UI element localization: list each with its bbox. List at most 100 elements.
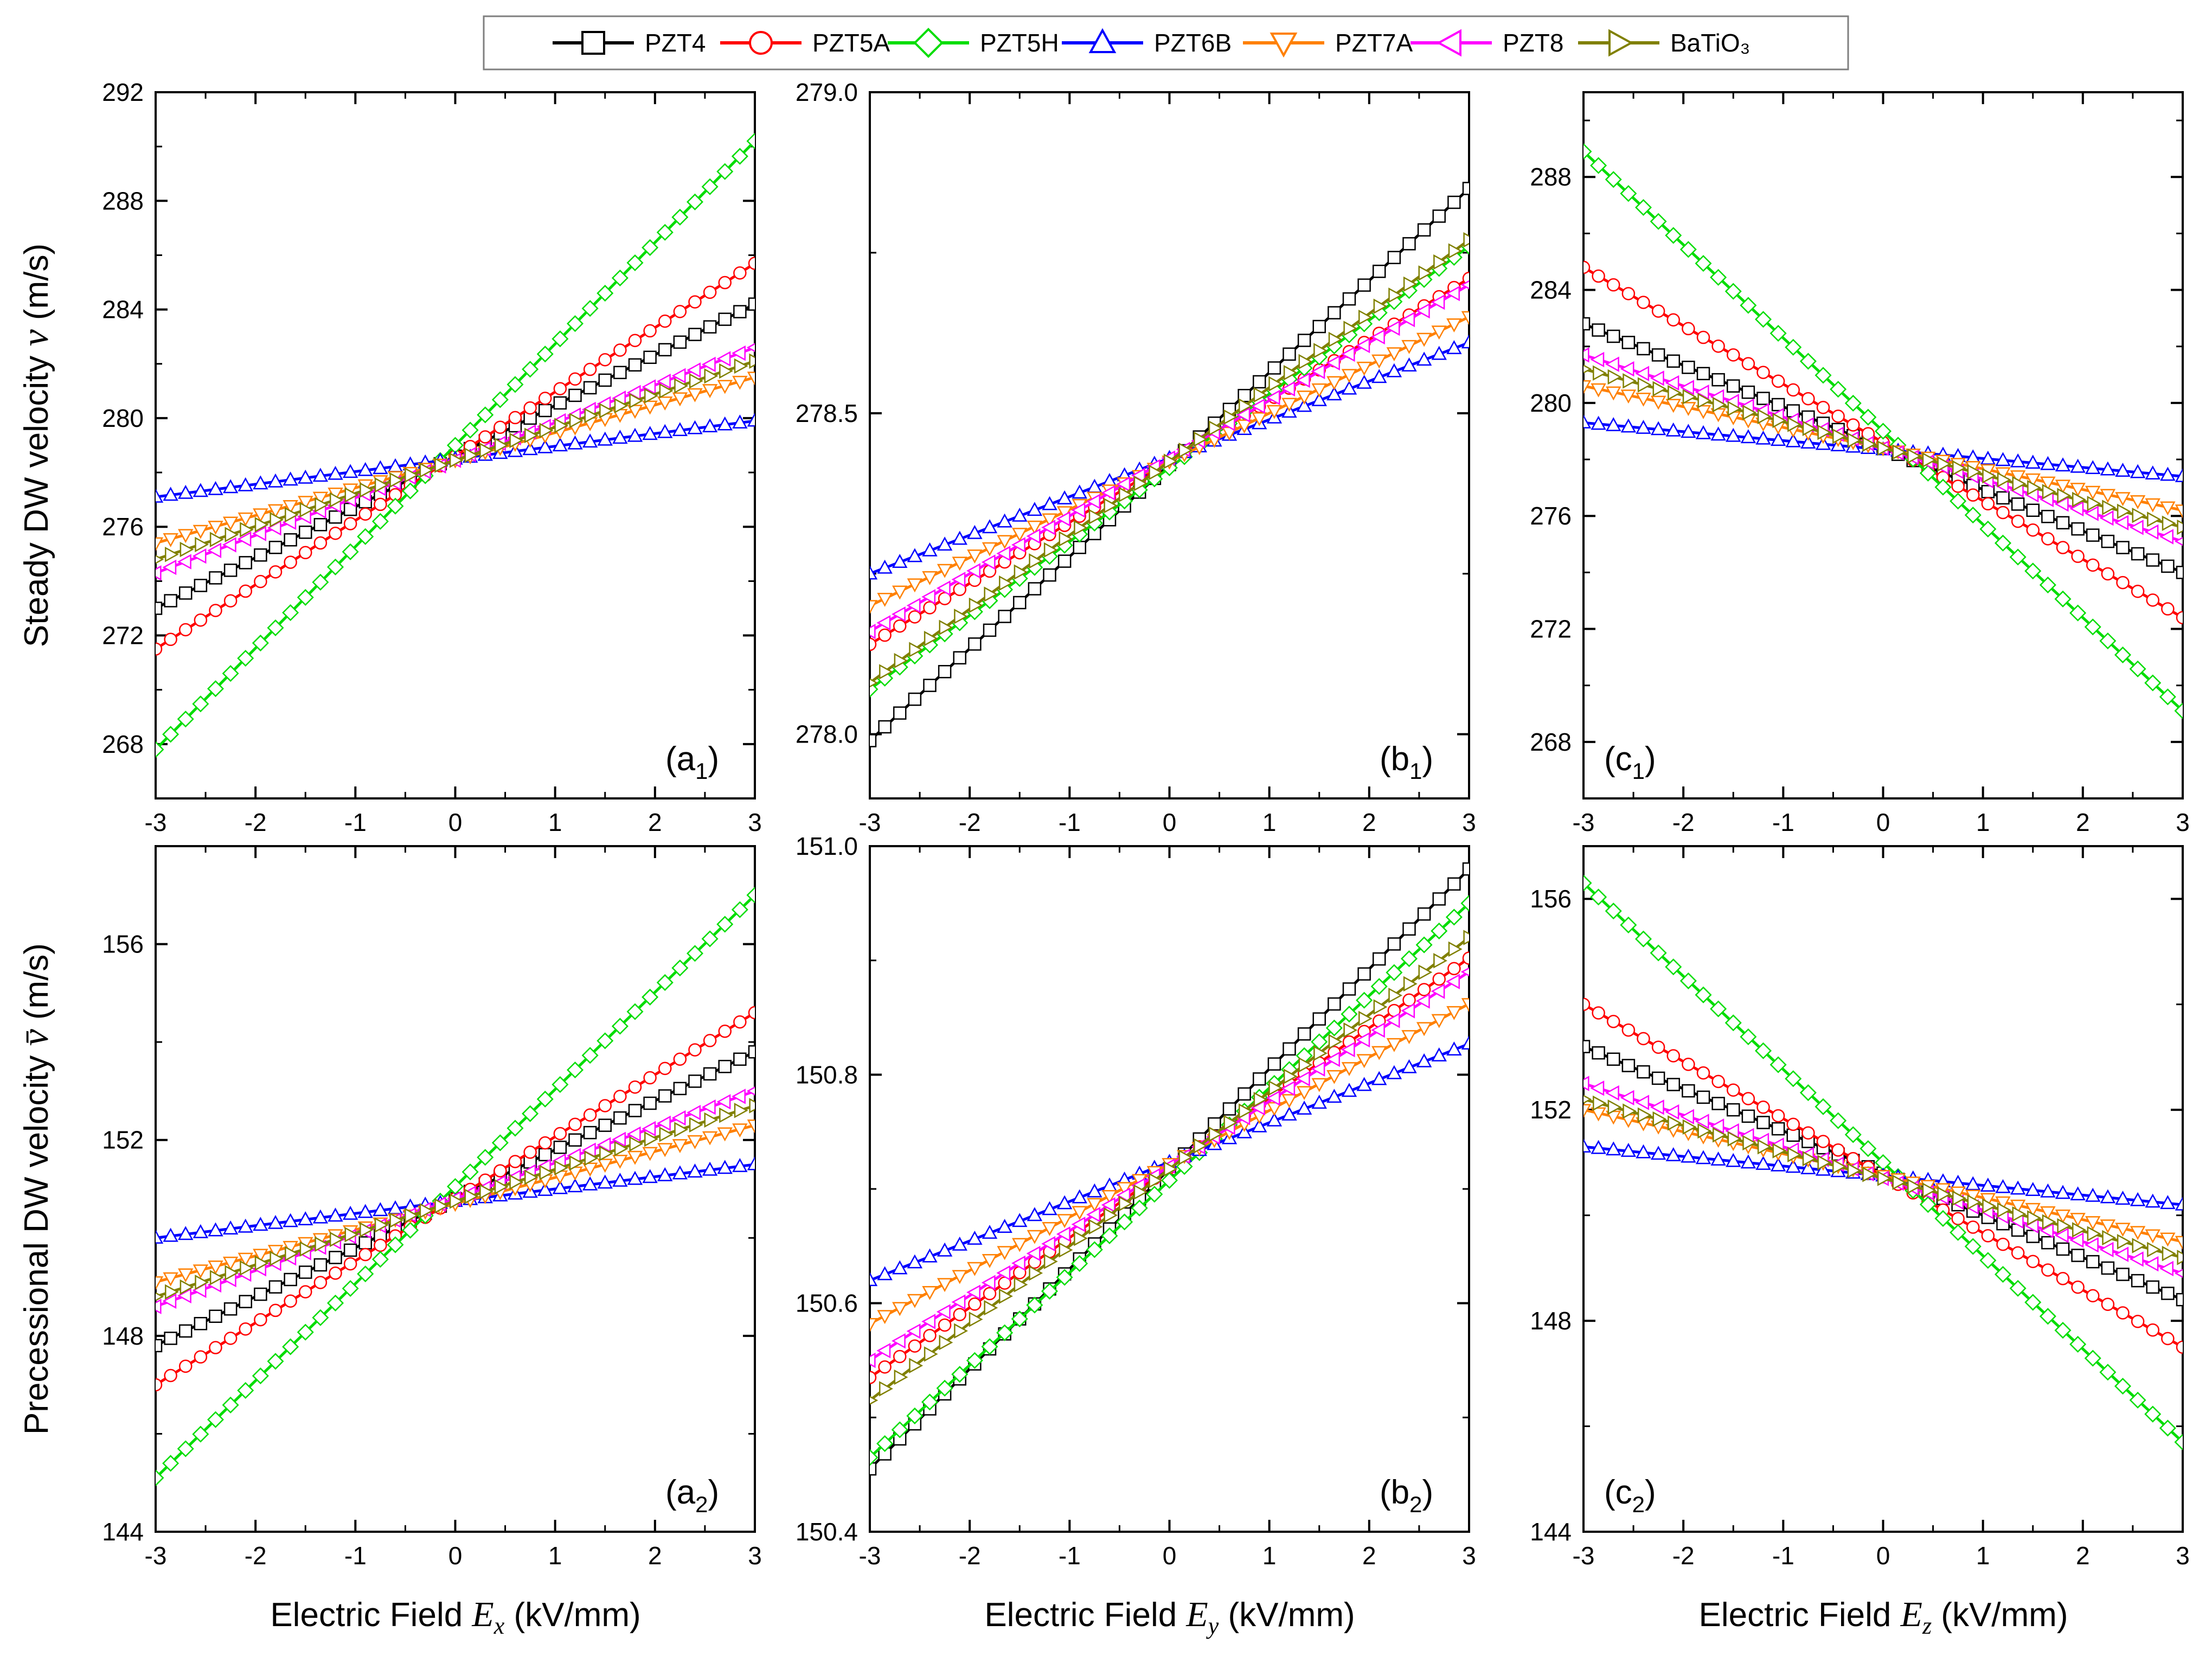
data-point bbox=[1652, 381, 1667, 397]
data-point bbox=[598, 1099, 612, 1112]
data-point bbox=[2072, 1222, 2086, 1238]
data-point bbox=[870, 1317, 878, 1332]
data-point bbox=[2101, 1261, 2115, 1275]
data-point bbox=[2055, 457, 2071, 472]
data-point bbox=[2176, 566, 2183, 579]
data-point bbox=[1785, 1159, 1801, 1173]
data-point bbox=[1462, 951, 1469, 965]
data-point bbox=[1801, 392, 1815, 406]
data-point bbox=[1253, 387, 1268, 403]
data-point bbox=[1583, 143, 1592, 160]
data-point bbox=[894, 1369, 908, 1385]
data-point bbox=[732, 1123, 748, 1138]
data-point bbox=[1770, 1157, 1786, 1172]
data-point bbox=[192, 548, 207, 564]
data-point bbox=[1371, 329, 1385, 345]
data-point bbox=[193, 1264, 209, 1279]
data-point bbox=[2041, 532, 2055, 546]
data-point bbox=[877, 1266, 893, 1281]
data-point bbox=[1583, 1138, 1592, 1153]
data-point bbox=[2100, 1219, 2116, 1234]
data-point bbox=[1373, 952, 1386, 966]
data-point bbox=[1636, 1144, 1651, 1159]
series bbox=[1583, 1095, 2183, 1265]
data-point bbox=[1417, 983, 1431, 996]
data-point bbox=[1328, 306, 1341, 319]
data-point bbox=[2069, 1335, 2087, 1353]
data-point bbox=[508, 1155, 522, 1168]
data-point bbox=[1356, 361, 1372, 376]
data-point bbox=[687, 388, 703, 402]
data-point bbox=[1637, 1032, 1650, 1046]
data-point bbox=[893, 1349, 907, 1364]
data-point bbox=[357, 462, 373, 476]
data-point bbox=[2144, 1256, 2159, 1272]
data-point bbox=[1650, 1099, 1664, 1115]
data-point bbox=[284, 555, 297, 569]
data-point bbox=[163, 487, 178, 501]
data-point bbox=[1802, 420, 1817, 436]
data-point bbox=[1268, 1080, 1283, 1096]
x-tick-label: 1 bbox=[548, 808, 562, 836]
series bbox=[156, 886, 755, 1487]
data-point bbox=[674, 1122, 689, 1137]
legend-marker bbox=[749, 31, 773, 55]
data-point bbox=[2012, 476, 2027, 492]
data-point bbox=[2147, 511, 2161, 527]
data-point bbox=[1726, 427, 1741, 442]
data-point bbox=[254, 1287, 267, 1301]
data-point bbox=[1341, 1083, 1357, 1097]
data-point bbox=[878, 1360, 892, 1374]
data-point bbox=[1027, 502, 1043, 516]
data-point bbox=[644, 1131, 658, 1147]
data-point bbox=[537, 1182, 553, 1196]
data-point bbox=[954, 1323, 968, 1339]
data-point bbox=[582, 433, 598, 448]
data-point bbox=[1268, 376, 1283, 392]
data-point bbox=[701, 178, 719, 195]
data-point bbox=[597, 285, 614, 302]
data-point bbox=[2099, 632, 2117, 650]
x-tick-label: 0 bbox=[1163, 808, 1177, 836]
data-point bbox=[936, 580, 951, 596]
data-point bbox=[1950, 492, 1967, 510]
data-point bbox=[343, 517, 357, 530]
y-tick-label: 152 bbox=[1530, 1096, 1572, 1124]
y-tick-label: 276 bbox=[102, 513, 144, 541]
data-point bbox=[342, 1206, 358, 1220]
data-point bbox=[1460, 280, 1469, 290]
data-point bbox=[477, 406, 494, 424]
data-point bbox=[568, 372, 582, 386]
data-point bbox=[1607, 1099, 1622, 1115]
data-point bbox=[906, 1323, 921, 1339]
data-point bbox=[1877, 440, 1892, 456]
data-point bbox=[1266, 405, 1283, 419]
data-point bbox=[870, 1371, 877, 1384]
data-point bbox=[1800, 1160, 1816, 1174]
data-point bbox=[923, 1329, 937, 1342]
data-point bbox=[179, 586, 193, 600]
data-point bbox=[1681, 424, 1696, 438]
data-point bbox=[1281, 381, 1296, 397]
data-point bbox=[1461, 998, 1469, 1012]
data-point bbox=[284, 1272, 297, 1287]
data-point bbox=[478, 430, 492, 444]
data-point bbox=[1461, 1035, 1469, 1050]
data-point bbox=[734, 358, 748, 374]
data-point bbox=[1462, 862, 1469, 876]
data-point bbox=[285, 507, 299, 523]
y-tick-label: 151.0 bbox=[796, 832, 858, 860]
data-point bbox=[177, 1440, 194, 1457]
data-point bbox=[156, 554, 164, 564]
data-point bbox=[1431, 1047, 1447, 1061]
data-point bbox=[1724, 1014, 1742, 1032]
data-point bbox=[2145, 1229, 2160, 1244]
data-point bbox=[1799, 353, 1817, 370]
data-point bbox=[732, 1089, 746, 1104]
data-point bbox=[1401, 1030, 1417, 1044]
data-point bbox=[702, 384, 718, 398]
data-point bbox=[909, 642, 924, 657]
data-point bbox=[1755, 430, 1771, 445]
data-point bbox=[583, 381, 597, 395]
data-point bbox=[892, 606, 906, 622]
